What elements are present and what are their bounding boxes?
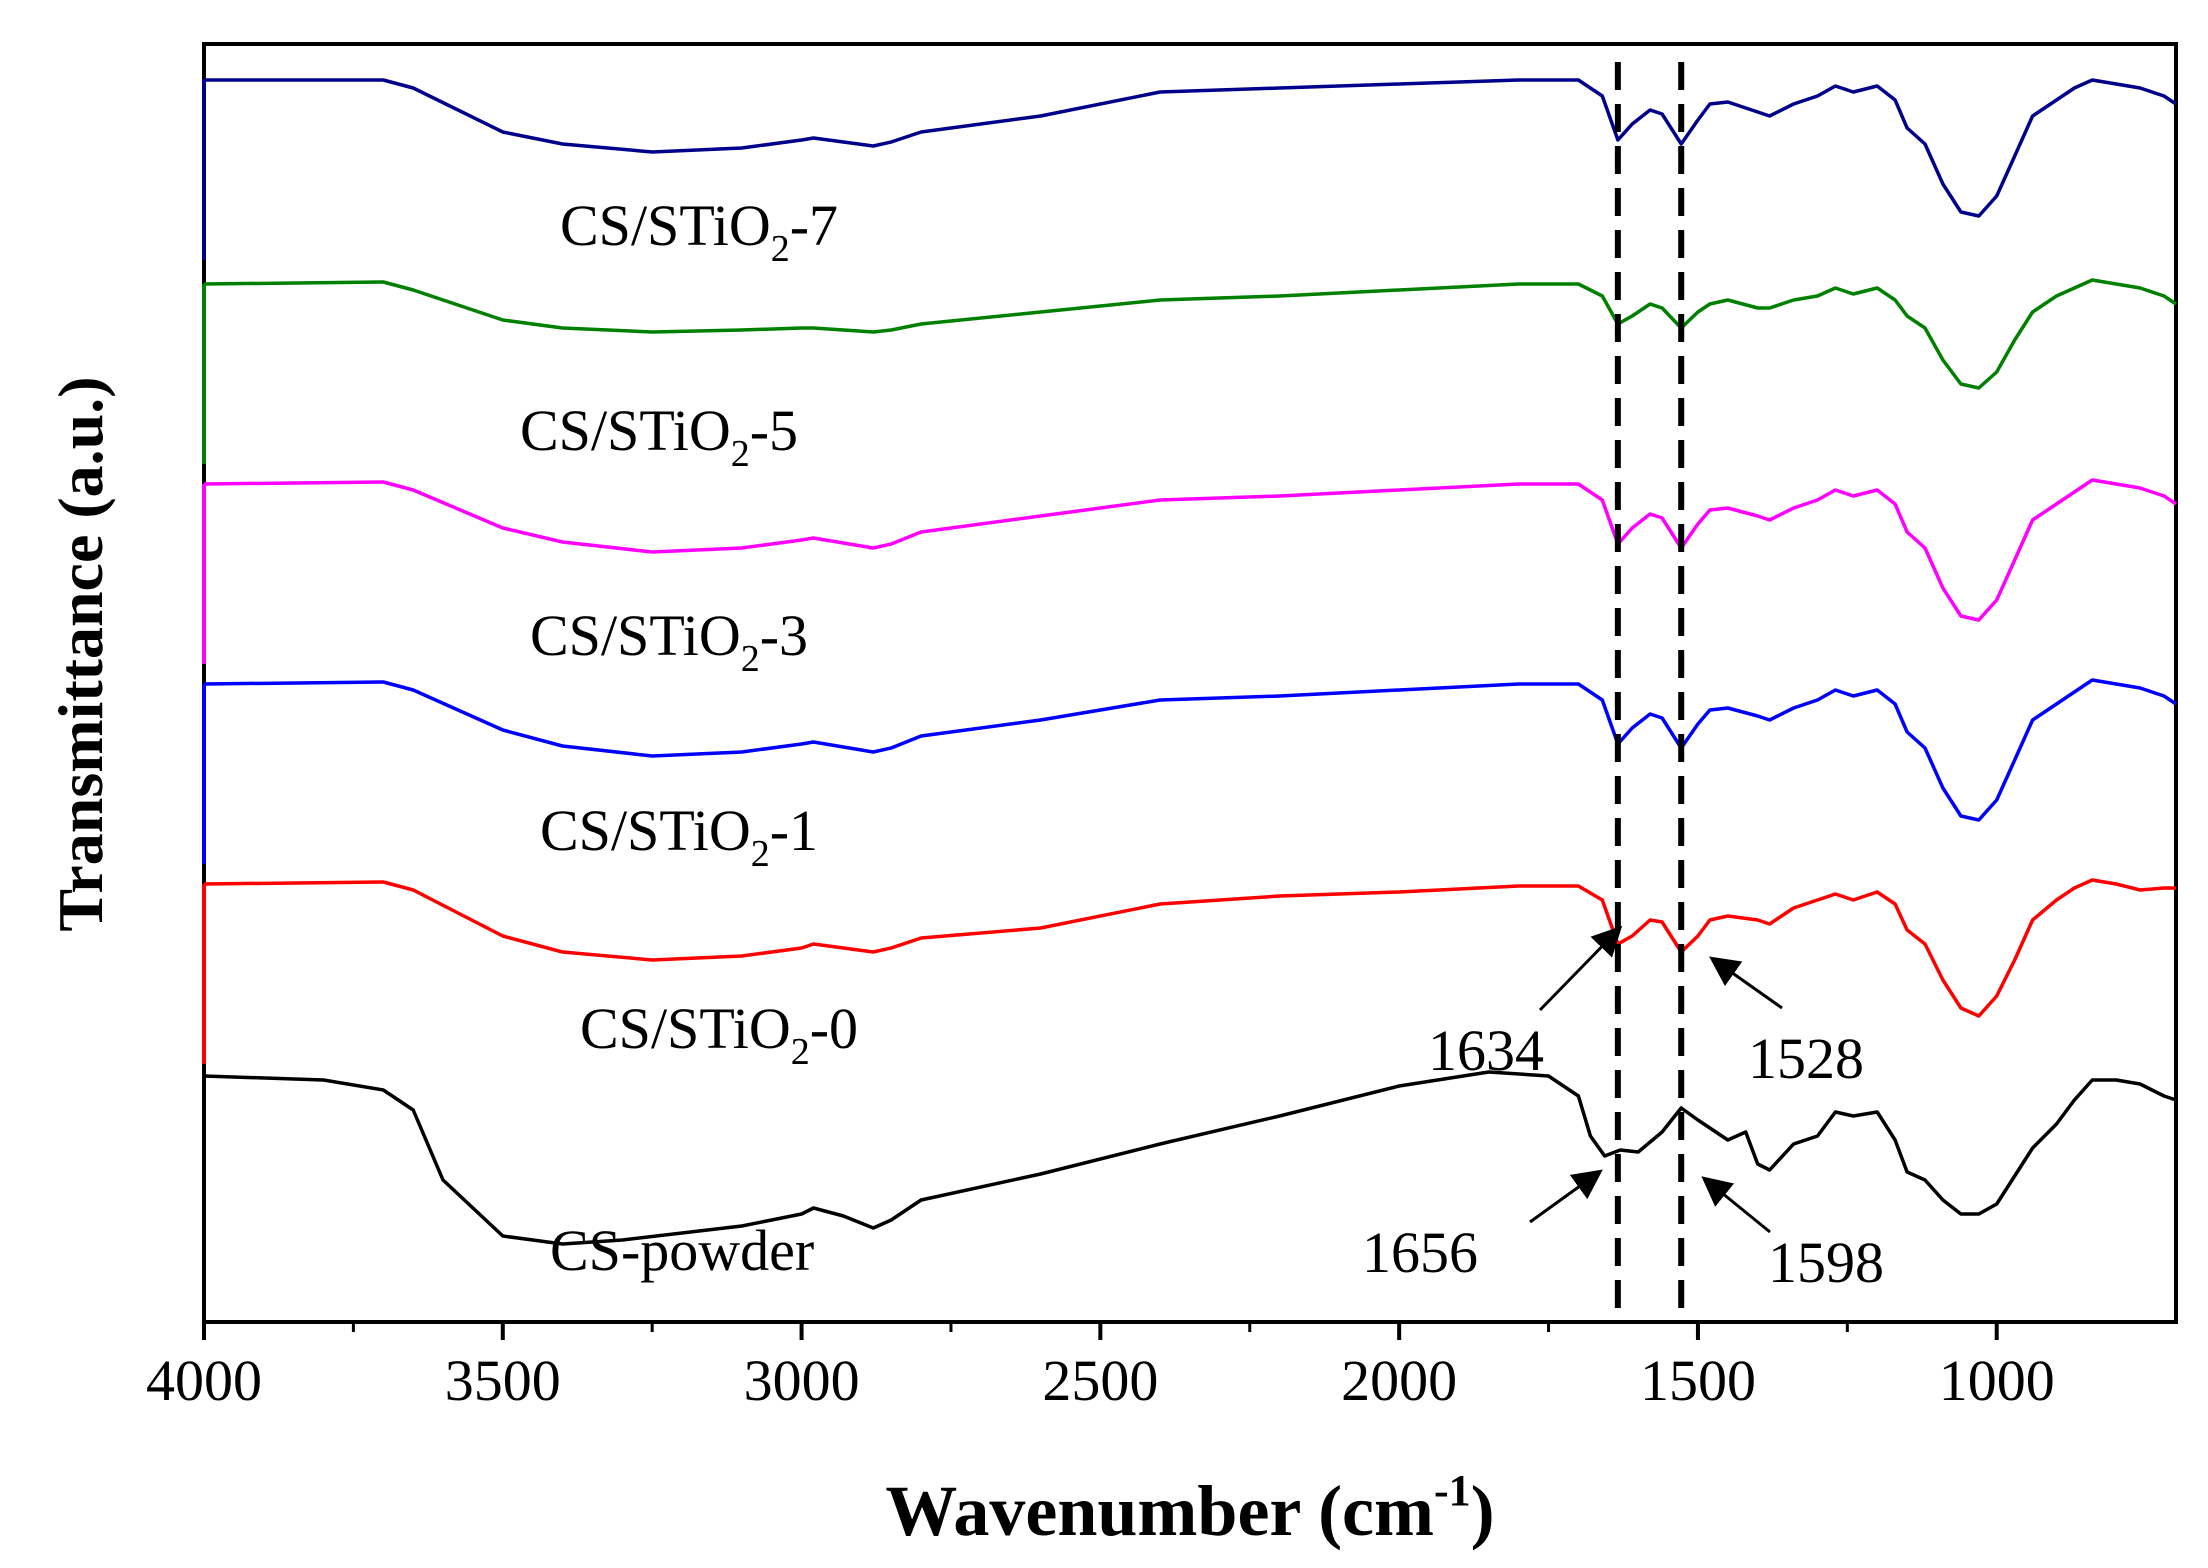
- x-tick-label-4000: 4000: [146, 1348, 262, 1413]
- x-axis-title: Wavenumber (cm-1): [885, 1466, 1494, 1551]
- series-line-cs-stio2-5: [203, 278, 2177, 390]
- annotation-arrow-1528: [1709, 956, 1783, 1010]
- plot-frame: [202, 42, 2178, 1324]
- series-label-cs-stio2-1: CS/STiO2-1: [540, 798, 818, 875]
- y-axis-title: Transmittance (a.u.): [45, 376, 116, 931]
- annotation-arrow-1656: [1529, 1169, 1603, 1224]
- x-axis-title-close: ): [1471, 1471, 1495, 1551]
- series-line-cs-stio2-7: [204, 78, 2177, 218]
- x-axis-title-main: Wavenumber (cm: [885, 1471, 1434, 1551]
- x-tick-label-2000: 2000: [1341, 1348, 1457, 1413]
- x-tick-label-3500: 3500: [445, 1348, 561, 1413]
- series-label-cs-stio2-0: CS/STiO2-0: [580, 996, 858, 1073]
- annotation-arrow-1634: [1538, 925, 1623, 1012]
- series-line-cs-stio2-0: [203, 878, 2176, 1018]
- annotations: 1634 1528 1656 1598: [1362, 925, 1884, 1295]
- series-layer: [202, 78, 2177, 1256]
- series-label-cs-powder: CS-powder: [550, 1218, 814, 1283]
- series-line-cs-stio2-1: [203, 678, 2177, 822]
- x-axis-ticks: 4000 3500 3000 2500 2000 1500 1000: [146, 1322, 2055, 1413]
- series-line-cs-powder: [203, 1070, 2177, 1246]
- series-label-cs-stio2-7: CS/STiO2-7: [560, 193, 838, 270]
- x-tick-label-1500: 1500: [1640, 1348, 1756, 1413]
- series-labels: CS-powder CS/STiO2-0 CS/STiO2-1 CS/STiO2-3 C…: [520, 193, 858, 1283]
- series-line-cs-stio2-3: [203, 478, 2177, 622]
- annotation-label-1598: 1598: [1768, 1230, 1884, 1295]
- reference-lines: [1614, 62, 1685, 1318]
- x-tick-label-2500: 2500: [1042, 1348, 1158, 1413]
- series-label-cs-stio2-5: CS/STiO2-5: [520, 398, 798, 475]
- x-axis-title-sup: -1: [1434, 1466, 1471, 1515]
- annotation-label-1656: 1656: [1362, 1220, 1478, 1285]
- annotation-arrow-1598: [1701, 1176, 1771, 1234]
- x-tick-label-3000: 3000: [744, 1348, 860, 1413]
- annotation-label-1528: 1528: [1748, 1026, 1864, 1091]
- x-tick-label-1000: 1000: [1939, 1348, 2055, 1413]
- series-label-cs-stio2-3: CS/STiO2-3: [530, 603, 808, 680]
- annotation-label-1634: 1634: [1428, 1018, 1544, 1083]
